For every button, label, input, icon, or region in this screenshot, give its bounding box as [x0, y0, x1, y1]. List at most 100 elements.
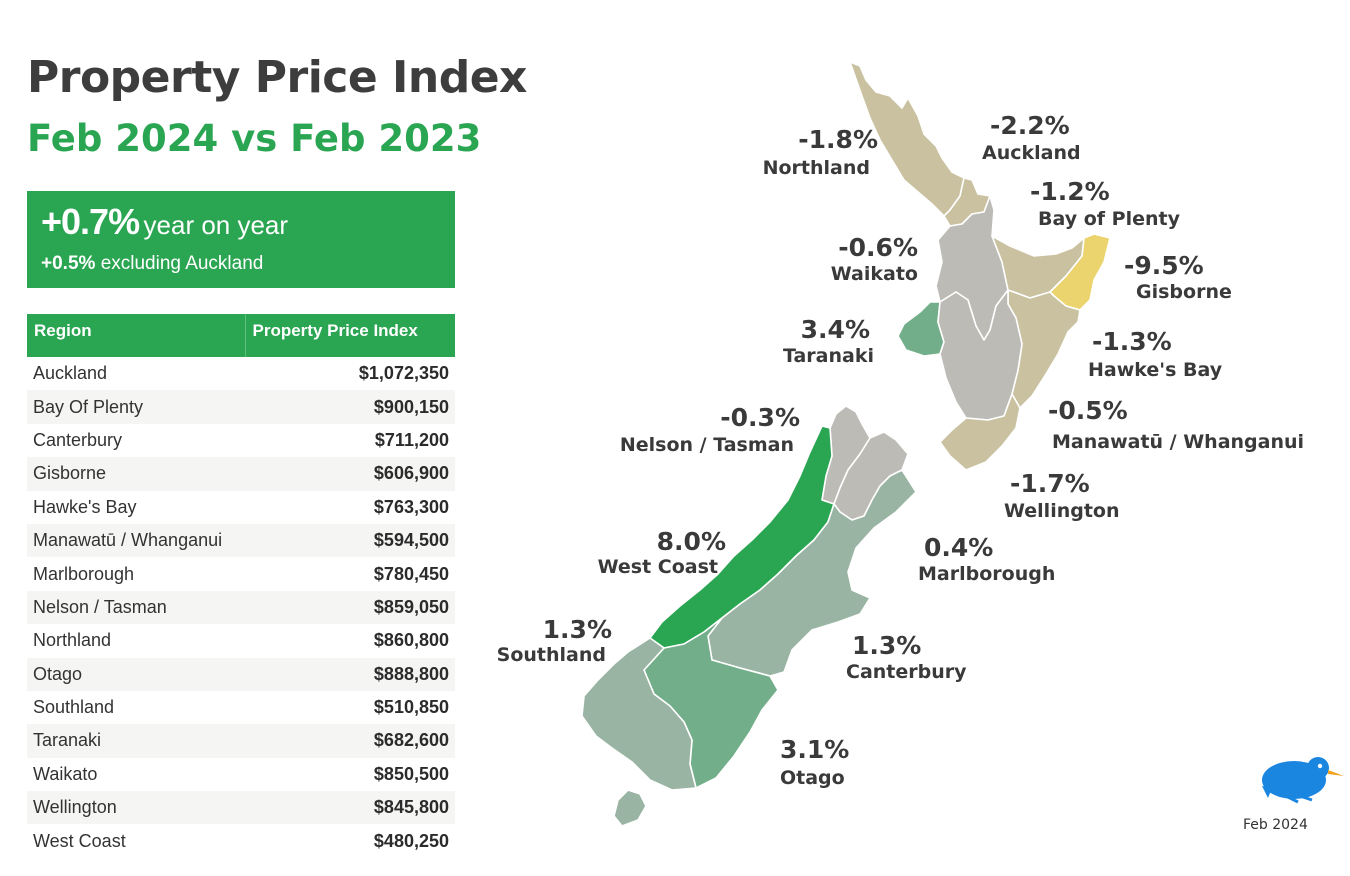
svg-text:-0.6%: -0.6%: [838, 233, 918, 262]
label-hawkes-bay: -1.3% Hawke's Bay: [1088, 327, 1223, 381]
label-southland: 1.3% Southland: [497, 615, 612, 666]
label-wellington: -1.7% Wellington: [1004, 469, 1120, 522]
label-gisborne: -9.5% Gisborne: [1124, 251, 1232, 303]
region-cell: Nelson / Tasman: [27, 590, 245, 625]
price-index-table: Region Property Price Index Auckland $1,0…: [27, 314, 455, 858]
svg-text:-1.2%: -1.2%: [1030, 177, 1110, 206]
table-row: Taranaki $682,600: [27, 724, 455, 758]
table-row: Wellington $845,800: [27, 791, 455, 825]
svg-text:Southland: Southland: [497, 644, 606, 666]
table-row: Gisborne $606,900: [27, 457, 455, 491]
table-row: Waikato $850,500: [27, 757, 455, 792]
stewart-island: [613, 789, 647, 827]
region-cell: Gisborne: [27, 457, 245, 491]
label-marlborough: 0.4% Marlborough: [918, 533, 1055, 585]
svg-text:-1.8%: -1.8%: [798, 125, 878, 154]
table-row: Marlborough $780,450: [27, 557, 455, 591]
svg-text:Canterbury: Canterbury: [846, 661, 967, 683]
index-value-cell: $1,072,350: [245, 357, 455, 391]
sub-line: +0.5% excluding Auckland: [41, 253, 263, 275]
region-cell: Manawatū / Whanganui: [27, 523, 245, 558]
index-value-cell: $763,300: [245, 490, 455, 524]
region-cell: West Coast: [27, 824, 245, 858]
index-value-cell: $606,900: [245, 457, 455, 491]
svg-text:Manawatū / Whanganui: Manawatū / Whanganui: [1052, 431, 1304, 453]
table-row: Hawke's Bay $763,300: [27, 490, 455, 524]
region-cell: Hawke's Bay: [27, 490, 245, 524]
region-cell: Southland: [27, 690, 245, 725]
index-value-cell: $510,850: [245, 690, 455, 725]
region-manawatu-whanganui[interactable]: [937, 289, 1023, 421]
table-row: Manawatū / Whanganui $594,500: [27, 523, 455, 558]
table-row: Northland $860,800: [27, 624, 455, 658]
page-subtitle: Feb 2024 vs Feb 2023: [27, 117, 482, 160]
svg-text:-0.5%: -0.5%: [1048, 396, 1128, 425]
label-nelson-tasman: -0.3% Nelson / Tasman: [620, 403, 800, 456]
region-southland[interactable]: [581, 637, 697, 791]
sub-value: +0.5%: [41, 253, 96, 274]
index-value-cell: $860,800: [245, 624, 455, 658]
index-value-cell: $850,500: [245, 757, 455, 792]
table-row: Canterbury $711,200: [27, 423, 455, 458]
region-cell: Northland: [27, 624, 245, 658]
sub-text: excluding Auckland: [100, 253, 264, 274]
index-value-cell: $888,800: [245, 657, 455, 691]
svg-text:-2.2%: -2.2%: [990, 111, 1070, 140]
table-row: Southland $510,850: [27, 690, 455, 725]
index-header: Property Price Index: [244, 314, 455, 357]
page-title: Property Price Index: [27, 52, 527, 103]
headline-line: +0.7% year on year: [41, 201, 288, 243]
index-value-cell: $682,600: [245, 724, 455, 758]
region-header: Region: [27, 314, 245, 357]
label-northland: -1.8% Northland: [763, 125, 878, 179]
index-value-cell: $711,200: [245, 423, 455, 458]
table-header-row: Region Property Price Index: [27, 314, 455, 357]
index-value-cell: $780,450: [245, 557, 455, 591]
svg-text:Taranaki: Taranaki: [783, 345, 874, 367]
svg-text:-1.3%: -1.3%: [1092, 327, 1172, 356]
region-cell: Marlborough: [27, 557, 245, 591]
svg-text:Gisborne: Gisborne: [1136, 281, 1232, 303]
region-cell: Auckland: [27, 357, 245, 391]
table-row: Otago $888,800: [27, 657, 455, 691]
svg-text:Waikato: Waikato: [831, 263, 918, 285]
svg-text:West Coast: West Coast: [598, 556, 718, 578]
svg-text:Auckland: Auckland: [982, 142, 1081, 164]
headline-value: +0.7%: [41, 201, 140, 242]
svg-text:8.0%: 8.0%: [657, 527, 726, 556]
region-northland[interactable]: [849, 61, 965, 217]
index-value-cell: $480,250: [245, 824, 455, 858]
svg-text:-0.3%: -0.3%: [720, 403, 800, 432]
label-bay-of-plenty: -1.2% Bay of Plenty: [1030, 177, 1181, 230]
svg-text:1.3%: 1.3%: [543, 615, 612, 644]
region-cell: Bay Of Plenty: [27, 390, 245, 424]
table-row: Nelson / Tasman $859,050: [27, 590, 455, 625]
region-canterbury[interactable]: [707, 469, 917, 677]
svg-text:1.3%: 1.3%: [852, 631, 921, 660]
index-value-cell: $594,500: [245, 523, 455, 558]
label-canterbury: 1.3% Canterbury: [846, 631, 967, 683]
table-row: Bay Of Plenty $900,150: [27, 390, 455, 424]
region-cell: Otago: [27, 657, 245, 691]
region-cell: Wellington: [27, 791, 245, 825]
label-auckland: -2.2% Auckland: [982, 111, 1081, 164]
summary-box: +0.7% year on year +0.5% excluding Auckl…: [27, 191, 455, 288]
label-waikato: -0.6% Waikato: [831, 233, 918, 285]
index-value-cell: $845,800: [245, 791, 455, 825]
region-taranaki[interactable]: [897, 301, 945, 357]
region-wellington[interactable]: [939, 393, 1021, 471]
label-taranaki: 3.4% Taranaki: [783, 315, 874, 367]
region-cell: Canterbury: [27, 423, 245, 458]
table-row: West Coast $480,250: [27, 824, 455, 858]
svg-text:Hawke's Bay: Hawke's Bay: [1088, 359, 1223, 381]
label-west-coast: 8.0% West Coast: [598, 527, 726, 578]
svg-text:0.4%: 0.4%: [924, 533, 993, 562]
svg-text:Marlborough: Marlborough: [918, 563, 1055, 585]
svg-text:-1.7%: -1.7%: [1010, 469, 1090, 498]
svg-text:Nelson / Tasman: Nelson / Tasman: [620, 434, 794, 456]
index-value-cell: $900,150: [245, 390, 455, 424]
svg-text:3.1%: 3.1%: [780, 735, 849, 764]
kiwi-bird-icon: [1262, 757, 1344, 804]
svg-text:Otago: Otago: [780, 767, 845, 789]
svg-text:-9.5%: -9.5%: [1124, 251, 1204, 280]
